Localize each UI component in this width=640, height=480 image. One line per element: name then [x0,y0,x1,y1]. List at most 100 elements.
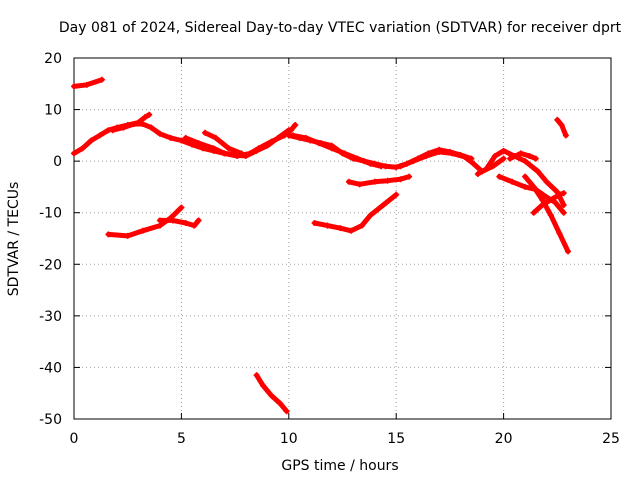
y-tick-label: -50 [39,412,62,428]
y-tick-label: -10 [39,206,62,222]
x-tick-label: 10 [280,431,298,447]
data-point [356,181,363,188]
data-point [247,150,254,157]
data-point [530,183,537,190]
series-arc-10 [475,148,567,208]
data-point [341,150,348,157]
data-point [148,124,155,131]
data-point [202,129,209,136]
data-point [178,204,185,211]
data-point [449,150,456,157]
series-arc-7 [290,132,384,169]
data-point [354,155,361,162]
data-point [315,140,322,147]
data-point [328,145,335,152]
data-point [371,178,378,185]
y-axis-label: SDTVAR / TECUs [6,182,22,297]
y-tick-label: -30 [39,309,62,325]
data-point [534,168,541,175]
y-tick-label: -40 [39,360,62,376]
data-point [83,81,90,88]
data-point [169,217,176,224]
data-point [367,160,374,167]
data-point [238,150,245,157]
data-point [98,76,105,83]
data-point [120,124,127,131]
data-point [302,134,309,141]
data-point [253,372,260,379]
data-point [500,147,507,154]
data-point [500,155,507,162]
data-point [507,155,514,162]
data-point [560,209,567,216]
data-point [124,232,131,239]
data-point [358,222,365,229]
chart-title: Day 081 of 2024, Sidereal Day-to-day VTE… [59,20,622,36]
data-point [397,163,404,170]
data-point [393,191,400,198]
data-point [552,199,559,206]
data-point [131,121,138,128]
data-point [287,127,294,134]
data-point [522,158,529,165]
data-point [556,230,563,237]
data-point [406,173,413,180]
data-point [560,190,567,197]
data-point [195,217,202,224]
data-point [225,145,232,152]
y-tick-label: -20 [39,257,62,273]
data-point [71,83,77,90]
grid-layer [74,58,611,419]
data-point [156,130,163,137]
data-point [88,137,95,144]
data-point [543,178,550,185]
data-point [410,158,417,165]
data-point [423,152,430,159]
data-point [268,138,275,145]
data-point [146,111,153,118]
data-point [539,196,546,203]
data-point [348,227,355,234]
data-point [556,191,563,198]
y-tick-label: 10 [44,103,62,119]
data-point [539,201,546,208]
series-arc-13 [507,150,539,162]
x-axis-label: GPS time / hours [281,458,398,474]
data-point [543,194,550,201]
data-point [345,178,352,185]
series-layer [71,76,572,415]
data-point [96,132,103,139]
data-point [156,217,163,224]
y-tick-label: 20 [44,51,62,67]
data-point [139,227,146,234]
data-point [496,173,503,180]
data-point [367,212,374,219]
data-point [547,196,554,203]
x-tick-label: 20 [495,431,513,447]
data-point [522,173,529,180]
data-point [141,114,148,121]
data-point [509,178,516,185]
data-point [283,408,290,415]
data-point [277,400,284,407]
data-point [532,155,539,162]
data-point [380,201,387,208]
data-point [182,220,189,227]
data-point [474,171,481,178]
data-point [109,127,116,134]
plot-frame [73,57,612,420]
data-point [384,177,391,184]
data-point [105,231,112,238]
data-point [311,220,318,227]
data-point [210,145,217,152]
data-point [560,201,567,208]
data-point [139,121,146,128]
x-tick-label: 25 [602,431,620,447]
data-point [191,222,198,229]
data-point [436,148,443,155]
data-point [292,122,299,129]
x-tick-label: 0 [70,431,79,447]
data-point [156,222,163,229]
data-point [461,154,468,161]
